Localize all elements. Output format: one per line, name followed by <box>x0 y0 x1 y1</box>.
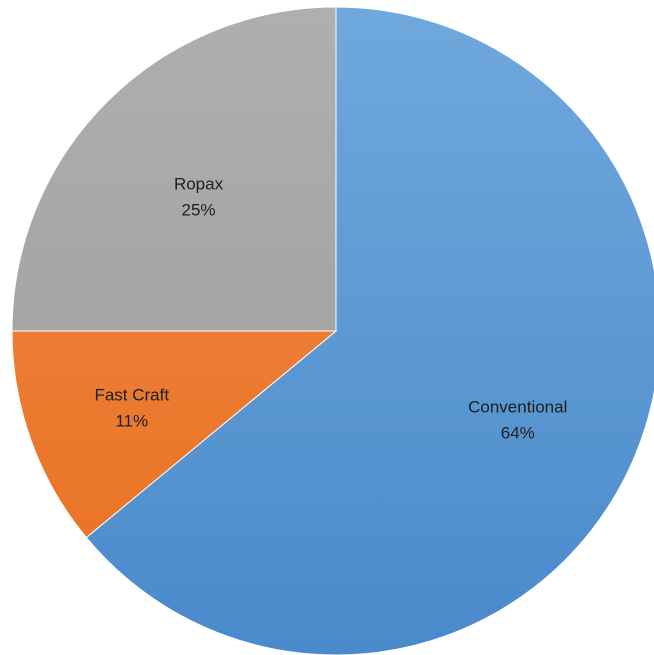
slice-category-label: Fast Craft <box>94 386 169 405</box>
slice-percent-label: 11% <box>115 412 148 431</box>
slice-labels: Conventional 64% Fast Craft 11% Ropax 25% <box>94 175 567 443</box>
slice-category-label: Conventional <box>468 398 567 417</box>
slice-percent-label: 25% <box>182 201 216 220</box>
pie-slices <box>11 6 654 655</box>
pie-slice-fast-craft <box>11 330 338 539</box>
pie-slice-conventional <box>85 6 654 655</box>
slice-category-label: Ropax <box>174 175 224 194</box>
slice-percent-label: 64% <box>501 424 535 443</box>
pie-slice-ropax <box>11 6 337 332</box>
